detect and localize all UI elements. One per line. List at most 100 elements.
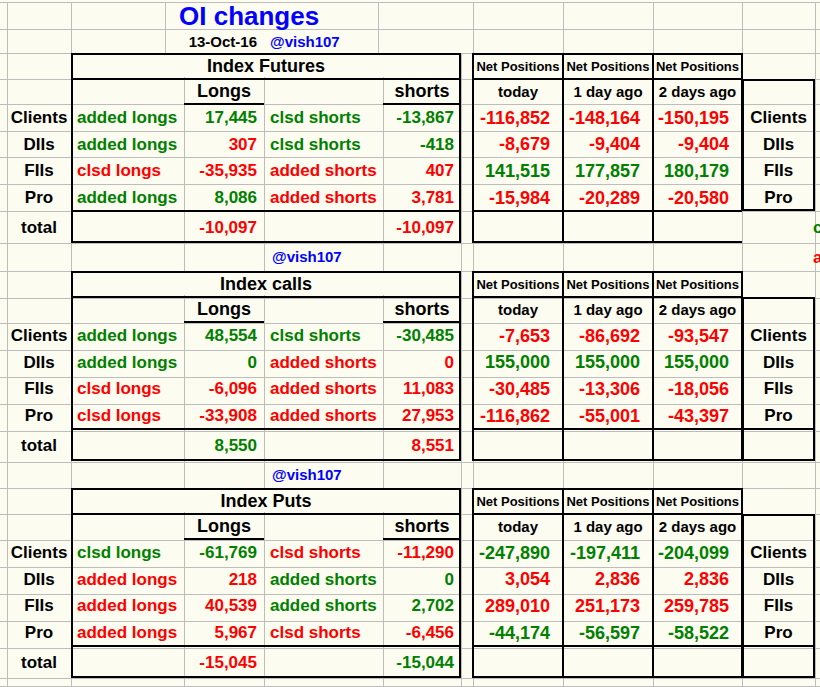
long-value-cell[interactable]: 8,086 <box>184 184 262 211</box>
overflow-text[interactable]: c <box>809 211 820 243</box>
net-row-name-cell[interactable]: Pro <box>742 402 815 429</box>
net-value-cell[interactable]: 155,000 <box>475 349 555 375</box>
net-value-cell[interactable]: -44,174 <box>475 619 555 646</box>
long-action-cell[interactable]: added longs <box>73 104 184 131</box>
handle-cell[interactable]: @vish107 <box>268 461 381 487</box>
handle-cell[interactable]: @vish107 <box>268 243 381 269</box>
net-value-cell[interactable]: -13,306 <box>565 375 645 402</box>
net-value-cell[interactable]: 177,857 <box>565 157 645 184</box>
long-value-cell[interactable]: -61,769 <box>184 539 262 566</box>
net-value-cell[interactable]: -204,099 <box>655 539 734 566</box>
long-action-cell[interactable]: clsd longs <box>73 375 184 402</box>
net-value-cell[interactable]: -15,984 <box>475 184 555 211</box>
long-action-cell[interactable]: added longs <box>73 592 184 619</box>
long-value-cell[interactable]: 17,445 <box>184 104 262 131</box>
row-name-cell[interactable]: Pro <box>7 402 71 429</box>
short-action-cell[interactable]: added shorts <box>266 349 383 375</box>
long-action-cell[interactable]: clsd longs <box>73 402 184 429</box>
row-name-cell[interactable]: Clients <box>7 539 71 566</box>
net-value-cell[interactable]: -30,485 <box>475 375 555 402</box>
net-value-cell[interactable]: -7,653 <box>475 322 555 349</box>
col-header-shorts[interactable]: shorts <box>383 80 461 102</box>
net-row-name-cell[interactable]: FIIs <box>742 375 815 402</box>
net-positions-subheader[interactable]: today <box>475 298 561 320</box>
net-value-cell[interactable]: -18,056 <box>655 375 734 402</box>
total-short-value-cell[interactable]: 8,551 <box>383 429 459 461</box>
short-action-cell[interactable]: added shorts <box>266 566 383 592</box>
net-value-cell[interactable]: -9,404 <box>655 131 734 157</box>
section-title[interactable]: Index Futures <box>73 55 459 77</box>
long-action-cell[interactable]: clsd longs <box>73 539 184 566</box>
row-name-cell[interactable]: Clients <box>7 322 71 349</box>
short-value-cell[interactable]: -13,867 <box>383 104 459 131</box>
net-positions-header[interactable]: Net Positions <box>565 273 651 295</box>
long-value-cell[interactable]: 307 <box>184 131 262 157</box>
short-value-cell[interactable]: -6,456 <box>383 619 459 646</box>
row-name-cell[interactable]: DIIs <box>7 349 71 375</box>
section-title[interactable]: Index calls <box>73 273 459 295</box>
net-positions-subheader[interactable]: 1 day ago <box>565 298 651 320</box>
net-value-cell[interactable]: -150,195 <box>655 104 734 131</box>
short-action-cell[interactable]: clsd shorts <box>266 131 383 157</box>
net-positions-header[interactable]: Net Positions <box>475 55 561 77</box>
net-positions-subheader[interactable]: 2 days ago <box>655 298 740 320</box>
short-action-cell[interactable]: clsd shorts <box>266 539 383 566</box>
row-name-cell[interactable]: FIIs <box>7 375 71 402</box>
long-value-cell[interactable]: 40,539 <box>184 592 262 619</box>
short-value-cell[interactable]: 407 <box>383 157 459 184</box>
row-name-cell[interactable]: DIIs <box>7 566 71 592</box>
net-value-cell[interactable]: -86,692 <box>565 322 645 349</box>
net-value-cell[interactable]: 259,785 <box>655 592 734 619</box>
net-value-cell[interactable]: 289,010 <box>475 592 555 619</box>
total-label-cell[interactable]: total <box>7 211 71 243</box>
net-positions-header[interactable]: Net Positions <box>655 55 740 77</box>
net-value-cell[interactable]: -56,597 <box>565 619 645 646</box>
long-value-cell[interactable]: 0 <box>184 349 262 375</box>
net-row-name-cell[interactable]: Clients <box>742 539 815 566</box>
net-value-cell[interactable]: -93,547 <box>655 322 734 349</box>
net-row-name-cell[interactable]: Pro <box>742 184 815 211</box>
col-header-shorts[interactable]: shorts <box>383 298 461 320</box>
short-action-cell[interactable]: added shorts <box>266 375 383 402</box>
row-name-cell[interactable]: FIIs <box>7 157 71 184</box>
net-value-cell[interactable]: 180,179 <box>655 157 734 184</box>
net-value-cell[interactable]: -197,411 <box>565 539 645 566</box>
net-value-cell[interactable]: -8,679 <box>475 131 555 157</box>
net-positions-subheader[interactable]: 2 days ago <box>655 515 740 537</box>
section-title[interactable]: Index Puts <box>73 490 459 512</box>
net-value-cell[interactable]: -20,580 <box>655 184 734 211</box>
long-action-cell[interactable]: added longs <box>73 184 184 211</box>
total-label-cell[interactable]: total <box>7 646 71 678</box>
long-action-cell[interactable]: added longs <box>73 619 184 646</box>
short-value-cell[interactable]: 2,702 <box>383 592 459 619</box>
short-action-cell[interactable]: added shorts <box>266 592 383 619</box>
row-name-cell[interactable]: DIIs <box>7 131 71 157</box>
short-value-cell[interactable]: -30,485 <box>383 322 459 349</box>
net-value-cell[interactable]: -116,862 <box>475 402 555 429</box>
row-name-cell[interactable]: Clients <box>7 104 71 131</box>
short-value-cell[interactable]: 27,953 <box>383 402 459 429</box>
col-header-longs[interactable]: Longs <box>184 515 264 537</box>
long-value-cell[interactable]: 5,967 <box>184 619 262 646</box>
col-header-longs[interactable]: Longs <box>184 80 264 102</box>
row-name-cell[interactable]: Pro <box>7 184 71 211</box>
net-positions-header[interactable]: Net Positions <box>565 490 651 512</box>
net-value-cell[interactable]: 141,515 <box>475 157 555 184</box>
net-value-cell[interactable]: 3,054 <box>475 566 555 592</box>
net-positions-header[interactable]: Net Positions <box>565 55 651 77</box>
net-value-cell[interactable]: -20,289 <box>565 184 645 211</box>
net-value-cell[interactable]: 155,000 <box>655 349 734 375</box>
net-value-cell[interactable]: -9,404 <box>565 131 645 157</box>
net-value-cell[interactable]: -247,890 <box>475 539 555 566</box>
net-row-name-cell[interactable]: Pro <box>742 619 815 646</box>
net-positions-subheader[interactable]: 1 day ago <box>565 80 651 102</box>
total-label-cell[interactable]: total <box>7 429 71 461</box>
col-header-shorts[interactable]: shorts <box>383 515 461 537</box>
net-value-cell[interactable]: 2,836 <box>565 566 645 592</box>
long-action-cell[interactable]: clsd longs <box>73 157 184 184</box>
short-action-cell[interactable]: clsd shorts <box>266 619 383 646</box>
net-value-cell[interactable]: 251,173 <box>565 592 645 619</box>
net-positions-header[interactable]: Net Positions <box>655 273 740 295</box>
net-row-name-cell[interactable]: DIIs <box>742 349 815 375</box>
net-positions-subheader[interactable]: 2 days ago <box>655 80 740 102</box>
